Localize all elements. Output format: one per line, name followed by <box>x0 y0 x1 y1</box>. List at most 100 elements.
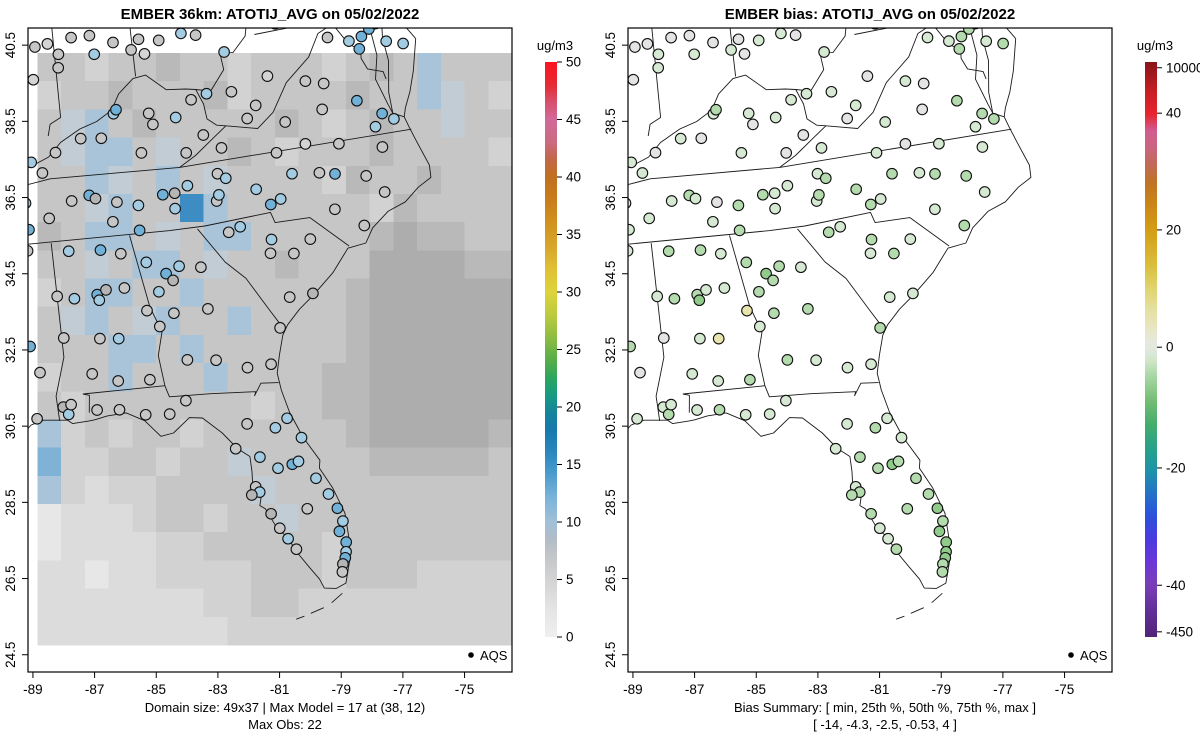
aqs-site-marker <box>683 29 696 42</box>
aqs-site-marker <box>862 12 873 23</box>
aqs-site-marker <box>265 233 278 246</box>
aqs-site-marker <box>936 566 949 578</box>
raster-cell <box>393 560 418 590</box>
raster-cell <box>345 193 371 223</box>
y-tick-label: 32.5 <box>3 337 18 363</box>
aqs-site-marker <box>960 170 973 182</box>
raster-cell <box>345 334 371 364</box>
raster-cell <box>84 419 110 449</box>
aqs-site-marker <box>943 35 955 47</box>
boundary-line <box>179 125 227 168</box>
aqs-site-markers <box>28 0 409 578</box>
x-tick-label: -81 <box>270 682 290 697</box>
aqs-site-marker <box>138 48 151 60</box>
raster-cell <box>37 334 62 364</box>
raster-cell <box>322 306 347 336</box>
raster-cell <box>488 419 512 449</box>
raster-cell <box>488 165 512 195</box>
aqs-site-marker <box>714 247 727 260</box>
aqs-site-marker <box>322 488 335 500</box>
aqs-site-marker <box>888 247 900 260</box>
aqs-site-marker <box>886 167 898 180</box>
raster-cell <box>345 447 371 477</box>
aqs-site-marker <box>264 247 277 260</box>
raster-cell <box>298 363 323 392</box>
aqs-site-marker <box>68 292 81 305</box>
aqs-site-marker <box>937 515 949 527</box>
y-tick-label: 26.5 <box>603 565 618 591</box>
aqs-site-marker <box>351 94 363 107</box>
raster-cell <box>108 475 133 505</box>
raster-cell <box>61 560 86 590</box>
aqs-site-marker <box>922 488 935 500</box>
aqs-site-marker <box>249 99 262 112</box>
aqs-site-marker <box>355 30 368 43</box>
plot-box <box>627 27 1113 673</box>
aqs-site-marker <box>392 0 403 6</box>
aqs-site-marker <box>360 170 373 182</box>
aqs-site-marker <box>225 85 238 98</box>
x-tick-label: -83 <box>808 682 828 697</box>
aqs-site-marker <box>628 223 635 236</box>
boundary-line <box>28 112 432 589</box>
raster-cell <box>464 222 489 251</box>
raster-cell <box>132 616 157 646</box>
aqs-site-marker <box>979 3 990 14</box>
state-outlines <box>628 28 1032 620</box>
boundary-line <box>254 28 290 35</box>
aqs-site-marker <box>180 394 192 407</box>
raster-cell <box>369 81 394 110</box>
boundary-line <box>168 211 350 247</box>
raster-cell <box>369 588 394 618</box>
raster-cell <box>203 532 228 561</box>
aqs-site-marker <box>397 37 409 50</box>
raster-cell <box>369 419 394 449</box>
raster-cell <box>298 306 323 336</box>
raster-cell <box>156 81 181 110</box>
aqs-site-marker <box>28 223 35 236</box>
aqs-site-marker <box>175 28 187 40</box>
raster-cell <box>274 363 299 392</box>
raster-cell <box>440 53 466 82</box>
aqs-site-marker <box>329 203 341 216</box>
aqs-site-marker <box>865 358 877 371</box>
aqs-site-marker <box>662 245 675 258</box>
aqs-site-marker <box>631 412 643 425</box>
raster-cell <box>393 363 418 392</box>
boundary-line <box>197 228 282 326</box>
aqs-site-marker <box>899 138 912 150</box>
raster-cell <box>464 109 489 139</box>
aqs-site-marker <box>628 197 632 209</box>
raster-cell <box>488 391 512 420</box>
aqs-site-marker <box>710 103 722 116</box>
raster-cell <box>203 278 228 308</box>
raster-cell <box>108 588 133 618</box>
raster-cell <box>488 475 512 505</box>
boundary-line <box>729 235 766 386</box>
raster-cell <box>369 250 394 280</box>
y-tick-label: 38.5 <box>603 108 618 134</box>
raster-cell <box>345 616 371 646</box>
colorbar-tick-label: 30 <box>566 285 581 300</box>
y-tick-label: 24.5 <box>603 642 618 668</box>
aqs-site-marker <box>343 35 355 47</box>
aqs-site-marker <box>700 284 712 296</box>
raster-cell <box>156 363 181 392</box>
raster-cell <box>440 588 466 618</box>
raster-cell <box>179 363 205 392</box>
aqs-site-marker <box>789 29 802 41</box>
aqs-site-marker <box>41 38 54 50</box>
raster-cell <box>108 447 133 477</box>
aqs-site-marker <box>83 29 96 42</box>
raster-cell <box>464 363 489 392</box>
raster-cell <box>464 334 489 364</box>
aqs-site-marker <box>52 61 65 74</box>
raster-cell <box>464 588 489 618</box>
raster-cell <box>464 504 489 533</box>
raster-cell <box>203 475 228 505</box>
colorbar-gradient <box>545 62 557 637</box>
aqs-site-marker <box>376 107 388 120</box>
aqs-site-marker <box>921 31 934 44</box>
aqs-site-marker <box>141 304 153 317</box>
aqs-site-marker <box>65 31 77 44</box>
